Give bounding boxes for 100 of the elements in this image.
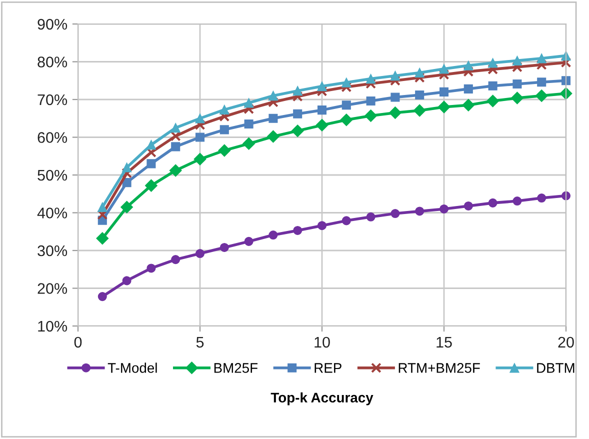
point: [98, 202, 108, 212]
legend-label: T-Model: [108, 362, 157, 373]
legend-label: RTM+BM25F: [398, 363, 480, 373]
point: [122, 178, 132, 188]
point: [244, 236, 254, 246]
point: [195, 132, 205, 142]
point: [219, 111, 230, 122]
point: [342, 216, 351, 226]
point: [535, 89, 548, 102]
point: [317, 106, 327, 115]
point: [317, 221, 327, 230]
point: [414, 68, 424, 78]
point: [438, 100, 450, 114]
y-tick-label: 10%: [38, 320, 68, 332]
point: [341, 82, 352, 92]
point: [512, 56, 522, 66]
point: [120, 200, 134, 214]
point: [488, 198, 498, 208]
point: [464, 84, 473, 94]
point: [122, 162, 132, 172]
x-tick-label: 15: [436, 336, 452, 348]
point: [536, 60, 547, 70]
point: [96, 232, 109, 245]
point: [171, 255, 180, 264]
point: [146, 159, 156, 168]
point: [537, 194, 546, 203]
point: [291, 124, 304, 138]
point: [342, 100, 351, 110]
point: [415, 206, 424, 216]
point: [268, 114, 278, 123]
point: [390, 75, 400, 86]
point: [510, 92, 524, 104]
point: [292, 86, 302, 96]
point: [488, 64, 498, 75]
point: [218, 144, 231, 157]
legend-label: REP: [314, 363, 342, 373]
point: [512, 196, 522, 206]
point: [512, 62, 522, 72]
point: [390, 208, 400, 218]
point: [390, 70, 400, 81]
point: [560, 57, 572, 68]
point: [268, 90, 278, 101]
point: [536, 53, 546, 64]
point: [195, 114, 205, 124]
point: [293, 226, 302, 236]
legend-label: DBTM: [537, 363, 574, 373]
point: [512, 80, 522, 89]
point: [268, 230, 278, 240]
y-tick-label: 40%: [37, 208, 68, 218]
point: [144, 179, 158, 192]
point: [464, 201, 473, 210]
point: [317, 81, 327, 92]
point: [366, 74, 376, 84]
point: [366, 96, 376, 106]
point: [292, 91, 303, 102]
y-tick-label: 80%: [38, 56, 68, 68]
point: [464, 60, 474, 70]
point: [366, 78, 376, 89]
legend-label: BM25F: [214, 363, 258, 373]
point: [244, 98, 254, 108]
point: [415, 90, 424, 100]
point: [364, 109, 378, 122]
point: [488, 58, 498, 68]
point: [439, 204, 449, 214]
point: [316, 86, 328, 96]
point: [220, 104, 230, 115]
point: [439, 87, 449, 96]
point: [366, 212, 376, 222]
point: [194, 120, 206, 130]
point: [488, 81, 498, 90]
x-tick-label: 10: [314, 336, 330, 348]
point: [537, 78, 546, 87]
y-tick-label: 20%: [38, 283, 68, 294]
point: [388, 106, 402, 119]
point: [244, 104, 254, 114]
y-tick-label: 50%: [38, 170, 68, 181]
x-tick-label: 5: [196, 336, 204, 348]
point: [486, 94, 500, 108]
point: [413, 104, 426, 117]
point: [171, 142, 180, 152]
point: [146, 140, 156, 150]
point: [414, 72, 425, 83]
y-tick-label: 60%: [38, 132, 68, 143]
point: [169, 164, 182, 177]
point: [439, 64, 449, 74]
point: [194, 152, 206, 166]
point: [220, 242, 229, 252]
point: [268, 96, 278, 108]
point: [463, 66, 474, 77]
y-tick-label: 90%: [38, 18, 68, 30]
point: [122, 168, 132, 178]
point: [244, 120, 254, 129]
point: [293, 109, 302, 118]
point: [390, 92, 400, 102]
point: [170, 122, 180, 133]
point: [122, 276, 132, 286]
point: [98, 292, 107, 302]
y-tick-label: 70%: [38, 94, 68, 106]
point: [146, 264, 156, 273]
x-axis-title: Top-k Accuracy: [270, 392, 374, 406]
